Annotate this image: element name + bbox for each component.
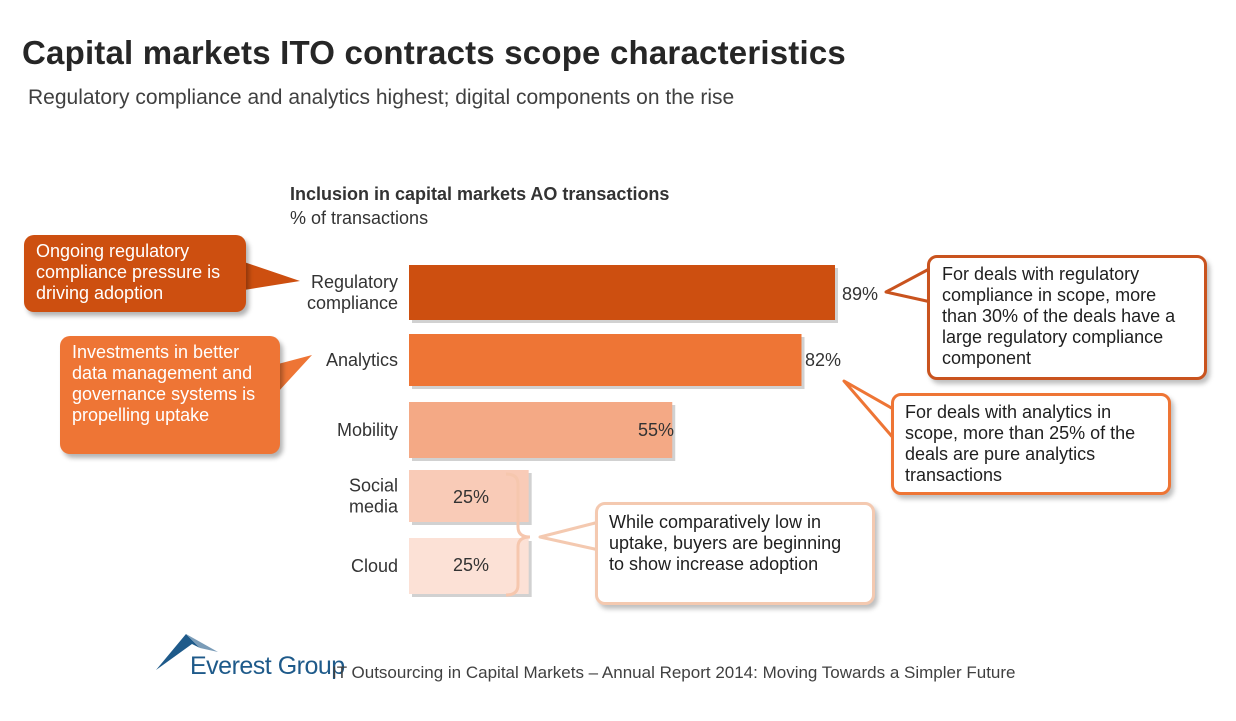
category-label-mobility: Mobility — [337, 420, 398, 440]
bar-analytics — [409, 334, 802, 386]
callout-digital-insight: While comparatively low in uptake, buyer… — [595, 502, 875, 605]
page-subtitle: Regulatory compliance and analytics high… — [28, 86, 735, 109]
mountain-icon — [156, 634, 218, 670]
bar-mobility — [409, 402, 673, 458]
callout-pointer-analytics-insight — [842, 379, 897, 442]
bar-regulatory-compliance — [409, 265, 835, 320]
digital-bracket — [505, 472, 531, 597]
source-note: IT Outsourcing in Capital Markets – Annu… — [332, 663, 1016, 682]
callout-analytics-insight: For deals with analytics in scope, more … — [891, 393, 1171, 495]
everest-group-logo: Everest Group — [190, 652, 345, 680]
category-label-analytics: Analytics — [326, 350, 398, 370]
value-label-social-media: 25% — [453, 487, 489, 507]
category-label-social-media: Social media — [349, 476, 399, 517]
page-title: Capital markets ITO contracts scope char… — [22, 34, 846, 71]
value-label-analytics: 82% — [805, 350, 841, 370]
category-label-regulatory-compliance: Regulatory compliance — [307, 272, 398, 313]
callout-pointer-regulatory-driver — [244, 262, 300, 290]
callout-regulatory-insight: For deals with regulatory compliance in … — [927, 255, 1207, 380]
bar-cloud — [409, 538, 529, 594]
callout-pointer-analytics-driver — [278, 355, 312, 392]
value-label-mobility: 55% — [638, 420, 674, 440]
callout-pointer-digital-insight — [538, 520, 601, 552]
bar-social-media — [409, 470, 529, 522]
value-label-regulatory-compliance: 89% — [842, 284, 878, 304]
value-label-cloud: 25% — [453, 555, 489, 575]
callout-analytics-driver: Investments in better data management an… — [60, 336, 280, 454]
chart-unit: % of transactions — [290, 208, 429, 228]
chart-title: Inclusion in capital markets AO transact… — [290, 184, 670, 204]
callout-pointer-regulatory-insight — [884, 266, 933, 304]
callout-regulatory-driver: Ongoing regulatory compliance pressure i… — [24, 235, 246, 312]
category-label-cloud: Cloud — [351, 556, 398, 576]
